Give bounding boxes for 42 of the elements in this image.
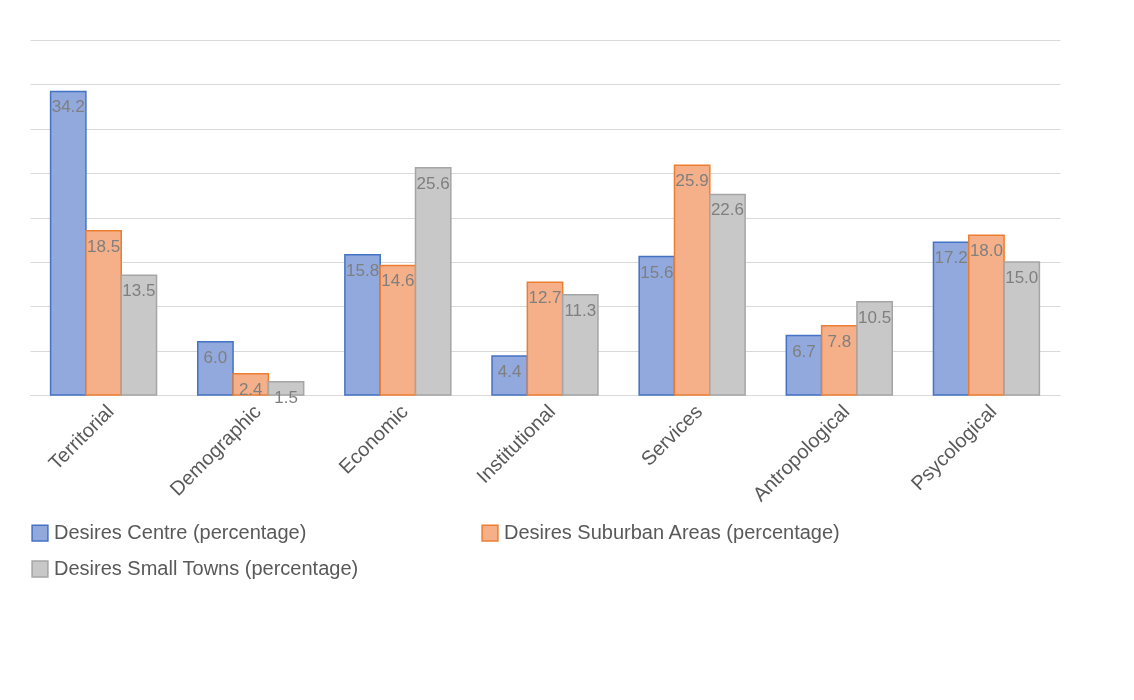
data-label: 10.5 xyxy=(858,307,892,327)
bar xyxy=(49,90,87,396)
bar xyxy=(379,264,417,396)
bar xyxy=(491,355,529,396)
data-label: 6.0 xyxy=(203,347,228,367)
legend-label: Desires Small Towns (percentage) xyxy=(54,557,359,579)
bar xyxy=(120,274,158,396)
bar xyxy=(932,241,970,396)
data-label: 18.0 xyxy=(969,241,1003,261)
bar xyxy=(414,167,452,396)
bar xyxy=(673,164,711,396)
data-label: 12.7 xyxy=(528,288,562,308)
data-label: 34.2 xyxy=(51,97,85,117)
data-label: 14.6 xyxy=(381,271,415,291)
bar xyxy=(196,341,234,396)
bar xyxy=(820,325,858,396)
bar xyxy=(856,301,894,396)
data-label: 11.3 xyxy=(564,300,597,320)
bar xyxy=(785,334,823,396)
data-label: 25.9 xyxy=(675,171,709,191)
data-label: 25.6 xyxy=(416,173,450,193)
data-label: 22.6 xyxy=(710,200,744,220)
data-label: 18.5 xyxy=(87,236,121,256)
data-label: 6.7 xyxy=(792,341,816,361)
legend-label: Desires Suburban Areas (percentage) xyxy=(504,521,840,544)
bar xyxy=(561,293,599,396)
bar xyxy=(1003,261,1041,396)
bar xyxy=(85,230,122,396)
data-label: 7.8 xyxy=(827,331,852,351)
data-label: 15.6 xyxy=(640,262,674,282)
bar xyxy=(968,234,1005,396)
bar xyxy=(638,255,676,396)
data-label: 15.0 xyxy=(1005,267,1039,287)
bar xyxy=(709,193,746,396)
data-label: 13.5 xyxy=(122,281,156,301)
bar xyxy=(526,281,564,396)
legend-label: Desires Centre (percentage) xyxy=(54,521,307,544)
data-label: 4.4 xyxy=(497,361,522,381)
bar xyxy=(344,254,381,396)
data-label: 17.2 xyxy=(934,248,968,268)
data-label: 2.4 xyxy=(238,379,263,399)
data-label: 15.8 xyxy=(346,260,380,280)
